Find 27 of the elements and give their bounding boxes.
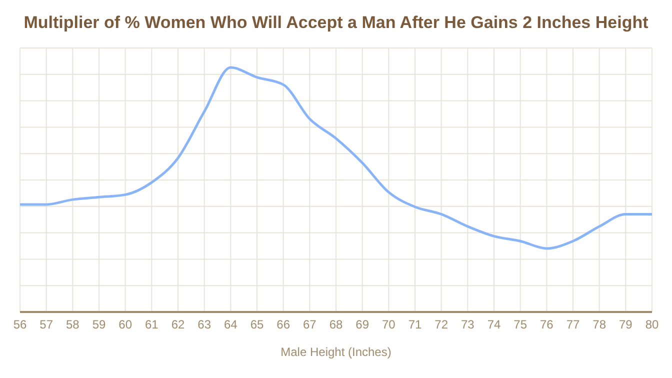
x-tick-label: 60 — [118, 318, 132, 332]
x-tick-label: 69 — [356, 318, 370, 332]
x-tick-label: 72 — [434, 318, 448, 332]
x-tick-label: 61 — [144, 318, 159, 332]
x-tick-label: 74 — [487, 318, 501, 332]
x-tick-label: 80 — [645, 318, 659, 332]
x-axis-title: Male Height (Inches) — [280, 345, 392, 359]
x-tick-label: 77 — [566, 318, 580, 332]
x-tick-label: 75 — [514, 318, 528, 332]
x-tick-label: 58 — [66, 318, 80, 332]
x-tick-label: 76 — [540, 318, 554, 332]
x-tick-label: 63 — [198, 318, 212, 332]
x-tick-label: 59 — [92, 318, 106, 332]
x-tick-label: 64 — [224, 318, 238, 332]
x-tick-label: 65 — [250, 318, 264, 332]
x-tick-label: 66 — [276, 318, 290, 332]
x-tick-label: 57 — [40, 318, 54, 332]
x-tick-label: 62 — [171, 318, 185, 332]
x-tick-label: 70 — [382, 318, 396, 332]
x-tick-label: 71 — [408, 318, 422, 332]
x-tick-label: 78 — [592, 318, 606, 332]
x-tick-label: 67 — [302, 318, 317, 332]
chart-title: Multiplier of % Women Who Will Accept a Man After He Gains 2 Inches Height — [22, 12, 650, 34]
x-tick-label: 73 — [460, 318, 475, 332]
x-tick-label: 68 — [329, 318, 343, 332]
x-tick-label: 79 — [618, 318, 633, 332]
x-tick-label: 56 — [13, 318, 27, 332]
